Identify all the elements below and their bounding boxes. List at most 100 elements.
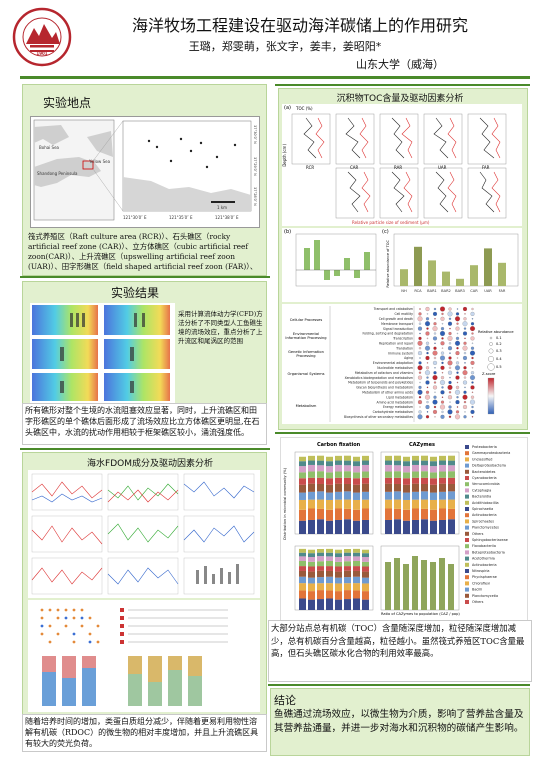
cazy-stack-segment <box>317 460 324 466</box>
fdom-conclusion-box <box>22 714 267 752</box>
cazy-stack-segment <box>308 549 315 554</box>
cazy-legend-label: Gammaproteobacteria <box>472 451 510 455</box>
toc-bar-label-car: CAR <box>470 289 478 293</box>
kegg-bubble <box>456 357 459 359</box>
cazy-legend-label: Others <box>472 532 484 536</box>
cazy-legend-swatch <box>465 457 469 462</box>
toc-bar-bar1 <box>428 260 436 286</box>
cazy-summary-box <box>268 620 532 682</box>
fdom-title: 海水FDOM成分及驱动因素分析 <box>87 459 213 469</box>
kegg-bubble <box>440 327 445 331</box>
kegg-bubble <box>425 355 430 361</box>
cazy-stack-segment <box>299 484 306 493</box>
toc-divider <box>275 84 530 86</box>
kegg-bubble <box>419 357 421 359</box>
cazy-stack-segment <box>299 509 306 521</box>
kegg-group-genetic: Genetic Information Processing <box>288 350 324 358</box>
conclusion-panel <box>270 688 530 756</box>
cazy-legend-label: Bacteroidetes <box>472 470 496 474</box>
cazy-stack-segment <box>299 492 306 500</box>
cfd-flow-field-figure <box>30 303 175 403</box>
cazy-stack-segment <box>362 583 369 592</box>
cazy-stack-segment <box>308 471 315 478</box>
map-lat-1: 37°30′0″ N <box>253 125 257 144</box>
kegg-bubble <box>447 384 453 390</box>
kegg-bubble <box>471 416 474 418</box>
cazy-stack-segment <box>317 519 324 534</box>
kegg-bubble <box>448 366 452 369</box>
cazy-stack-segment <box>385 464 392 472</box>
cazy-stack-segment <box>344 556 351 562</box>
cazy-stack-segment <box>299 552 306 557</box>
cazy-stack-segment <box>448 491 455 500</box>
cazy-legend-label: Spirochaetes <box>472 519 494 523</box>
cazy-stack-segment <box>308 483 315 492</box>
toc-bar-far <box>498 262 506 286</box>
kegg-bubble <box>470 326 476 332</box>
kegg-bubble <box>455 336 460 341</box>
cazy-stack-segment <box>326 499 333 510</box>
cazy-stack-segment <box>394 477 401 484</box>
cazy-stack-segment <box>326 478 333 485</box>
kegg-bubble <box>463 351 467 355</box>
kegg-group-metabolism: Metabolism <box>295 404 317 408</box>
cazy-stack-segment <box>394 483 401 492</box>
kegg-bubble <box>425 394 431 400</box>
fdom-conclusion: 随着培养时间的增加，类蛋白质组分减少，伴随着更易利用物性溶解有机碳（RDOC）的… <box>25 717 259 748</box>
cazy-stack-segment <box>430 478 437 485</box>
cazy-stack-segment <box>317 465 324 472</box>
toc-axis-label: TOC (%) <box>296 106 313 111</box>
cazy-stack-segment <box>385 471 392 478</box>
logo-year: 1901 <box>36 51 48 56</box>
kegg-bubble <box>434 342 436 345</box>
kegg-pathway-label: Cell growth and death <box>379 317 413 321</box>
kegg-bubble <box>464 313 466 315</box>
cazy-stack-segment <box>448 460 455 466</box>
cazy-stack-segment <box>421 499 428 509</box>
toc-x-label: Relative particle size of sediment (μm) <box>352 220 430 225</box>
kegg-bubble <box>470 385 475 390</box>
kegg-bubble <box>456 381 459 384</box>
kegg-bubble <box>447 370 453 375</box>
kegg-bubble <box>455 361 460 365</box>
kegg-bubble <box>418 347 422 350</box>
toc-bar-label-far: FAR <box>499 289 506 293</box>
cazy-stack-segment <box>430 509 437 521</box>
cazy-legend-label: Cytophagia <box>472 488 491 492</box>
kegg-bubble <box>433 395 437 399</box>
toc-bar-axis-label: Relative abundance of TOC <box>386 240 390 288</box>
cazy-stack-segment <box>353 570 360 577</box>
kegg-bubble <box>440 379 446 385</box>
kegg-bubble <box>471 405 474 409</box>
kegg-bubble <box>455 316 461 322</box>
cazy-stack-segment <box>394 460 401 466</box>
kegg-bubble <box>417 375 423 380</box>
cazy-stack-segment <box>344 549 351 553</box>
kegg-bubble <box>425 380 430 385</box>
cazy-stack-segment <box>362 549 369 554</box>
cazy-stack-segment <box>317 483 324 492</box>
cazy-stack-segment <box>362 471 369 478</box>
kegg-bubble <box>417 389 423 395</box>
cazy-stack-segment <box>335 477 342 484</box>
cazy-legend-label: Unclassified <box>472 457 492 461</box>
kegg-bubble <box>455 351 460 356</box>
toc-bar-nh <box>400 269 408 286</box>
toc-bar-bar2 <box>442 271 450 286</box>
poster-title: 海洋牧场工程建设在驱动海洋碳储上的作用研究 <box>131 16 468 35</box>
kegg-pathway-label: Cell motility <box>394 312 413 316</box>
cazy-stack-segment <box>299 461 306 467</box>
cazy-stack-segment <box>353 461 360 467</box>
toc-depth-label: Depth (cm) <box>282 144 287 167</box>
kegg-bubble <box>432 336 438 341</box>
kegg-bubble <box>433 322 437 326</box>
kegg-bubble <box>470 395 475 399</box>
cazy-stack-segment <box>335 599 342 610</box>
kegg-pathway-label: Environmental adaptation <box>373 361 413 365</box>
toc-bar-label-rca: RCA <box>414 289 422 293</box>
cazy-stack-segment <box>353 466 360 473</box>
kegg-bubble <box>425 345 431 351</box>
map-scale: 1 km <box>217 205 228 210</box>
kegg-bubble <box>471 318 474 320</box>
cazy-stack-segment <box>421 477 428 484</box>
